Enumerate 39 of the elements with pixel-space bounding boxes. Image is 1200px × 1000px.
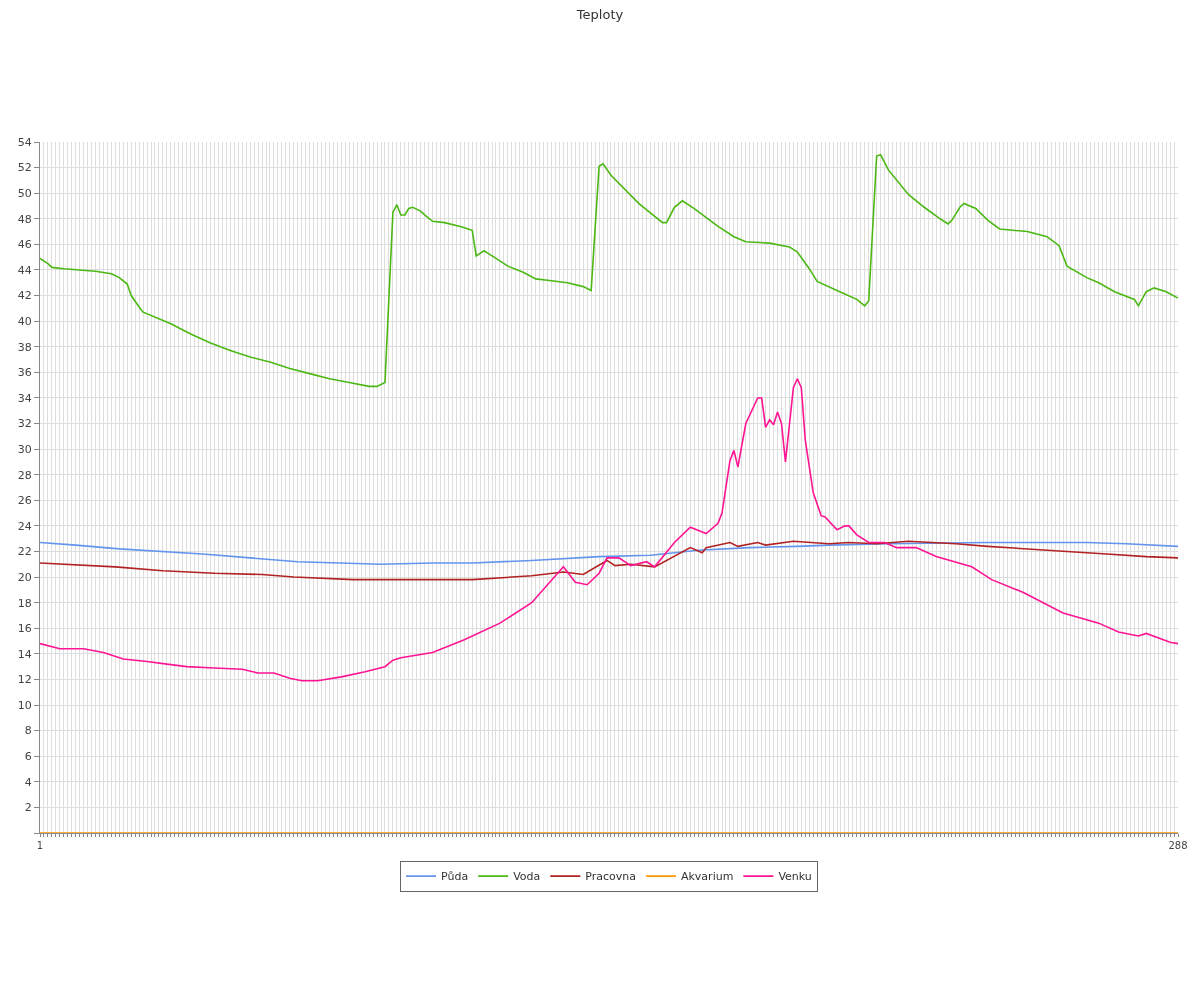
legend-label: Pracovna bbox=[585, 870, 636, 884]
y-tick-label: 28 bbox=[17, 468, 32, 482]
y-tick-label: 40 bbox=[17, 315, 32, 328]
y-tick-label: 4 bbox=[24, 775, 32, 789]
line-series bbox=[40, 540, 1178, 581]
y-tick-label: 48 bbox=[17, 212, 32, 226]
line-series bbox=[40, 377, 1178, 682]
y-tick-label: 54 bbox=[17, 135, 32, 149]
y-tick-label: 2 bbox=[24, 801, 32, 815]
y-tick-label: 30 bbox=[17, 442, 32, 456]
y-tick-label: 32 bbox=[17, 417, 32, 431]
y-tick-label: 50 bbox=[17, 187, 32, 201]
y-tick-label: 52 bbox=[17, 161, 32, 175]
y-tick-label: 20 bbox=[17, 570, 32, 584]
legend-label: Půda bbox=[441, 870, 469, 884]
x-tick-label: 288 bbox=[1168, 840, 1188, 851]
y-tick-label: 6 bbox=[24, 750, 32, 764]
line-series bbox=[40, 541, 1178, 566]
y-tick-label: 12 bbox=[17, 673, 32, 687]
legend-label: Voda bbox=[513, 870, 541, 884]
y-tick-label: 42 bbox=[17, 289, 32, 303]
legend-label: Akvarium bbox=[680, 870, 734, 884]
y-tick-label: 22 bbox=[17, 545, 32, 559]
y-tick-label: 44 bbox=[17, 263, 32, 277]
y-tick-label: 26 bbox=[17, 494, 32, 508]
y-tick-label: 24 bbox=[17, 519, 32, 533]
legend-label: Venku bbox=[778, 870, 812, 884]
chart-title: Teploty bbox=[575, 7, 624, 23]
y-tick-label: 8 bbox=[24, 724, 32, 738]
y-tick-label: 38 bbox=[17, 340, 32, 354]
y-tick-label: 46 bbox=[17, 238, 32, 252]
y-tick-label: 34 bbox=[17, 391, 32, 405]
y-tick-label: 10 bbox=[17, 698, 32, 712]
x-tick-label: 1 bbox=[36, 840, 44, 851]
y-tick-label: 16 bbox=[17, 622, 32, 636]
y-tick-label: 18 bbox=[17, 596, 32, 610]
y-tick-label: 14 bbox=[17, 647, 32, 661]
y-tick-label: 36 bbox=[17, 366, 32, 380]
line-series bbox=[40, 154, 1178, 388]
